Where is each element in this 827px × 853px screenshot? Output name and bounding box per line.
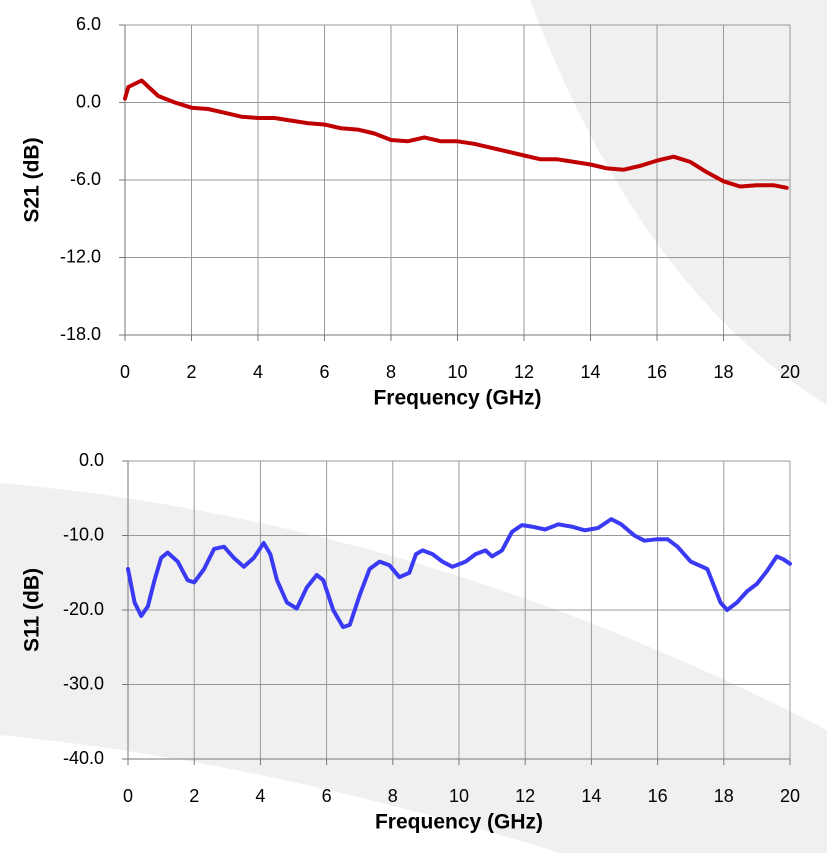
data-line [126, 517, 792, 630]
x-tick-label: 6 [322, 786, 332, 806]
y-tick-label: -40.0 [63, 748, 104, 768]
y-axis-title: S11 (dB) [21, 568, 44, 652]
y-tick-label: -20.0 [63, 599, 104, 619]
x-tick-label: 12 [515, 786, 535, 806]
x-tick-label: 10 [447, 362, 467, 382]
x-tick-label: 2 [186, 362, 196, 382]
x-tick-label: 10 [449, 786, 469, 806]
x-tick-label: 6 [319, 362, 329, 382]
x-tick-label: 20 [780, 362, 800, 382]
x-tick-label: 14 [581, 786, 601, 806]
x-tick-label: 4 [253, 362, 263, 382]
x-tick-label: 4 [255, 786, 265, 806]
y-tick-label: -18.0 [60, 324, 101, 344]
y-tick-label: 6.0 [76, 14, 101, 34]
x-tick-label: 14 [580, 362, 600, 382]
x-tick-label: 16 [647, 362, 667, 382]
x-tick-label: 18 [714, 786, 734, 806]
y-axis-title: S21 (dB) [21, 137, 44, 222]
y-tick-label: 0.0 [79, 450, 104, 470]
y-tick-label: -10.0 [63, 524, 104, 544]
background-shape [0, 483, 827, 853]
background-shape [530, 0, 827, 405]
x-tick-label: 20 [780, 786, 800, 806]
x-tick-label: 18 [713, 362, 733, 382]
y-tick-label: -12.0 [60, 246, 101, 266]
x-axis-title: Frequency (GHz) [373, 387, 541, 410]
x-tick-label: 2 [189, 786, 199, 806]
data-line [123, 78, 789, 190]
y-tick-label: -30.0 [63, 673, 104, 693]
x-tick-label: 16 [648, 786, 668, 806]
x-tick-label: 8 [386, 362, 396, 382]
y-tick-label: 0.0 [76, 91, 101, 111]
x-tick-label: 0 [123, 786, 133, 806]
x-tick-label: 12 [514, 362, 534, 382]
y-tick-label: -6.0 [70, 169, 101, 189]
x-axis-title: Frequency (GHz) [375, 811, 543, 834]
x-tick-label: 8 [388, 786, 398, 806]
x-tick-label: 0 [120, 362, 130, 382]
